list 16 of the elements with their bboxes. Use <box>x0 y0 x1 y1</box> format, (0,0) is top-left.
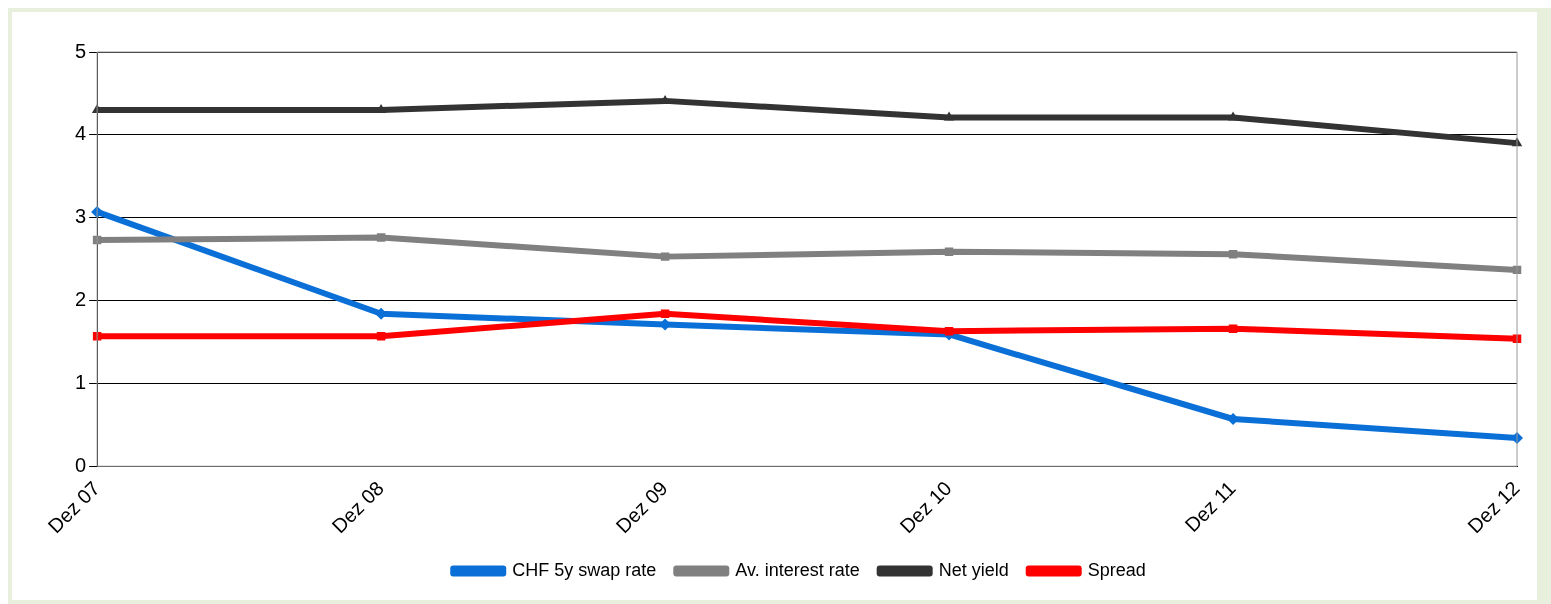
y-tick-label: 3 <box>75 205 87 228</box>
y-tick-label: 0 <box>75 453 87 476</box>
y-tick-label: 4 <box>75 122 87 145</box>
legend-label: Spread <box>1087 559 1146 580</box>
y-tick-label: 1 <box>75 370 87 393</box>
legend-label: Av. interest rate <box>735 559 860 580</box>
legend-label: CHF 5y swap rate <box>512 559 657 580</box>
x-tick-label: Dez 08 <box>327 476 388 538</box>
x-tick-label: Dez 12 <box>1463 476 1524 538</box>
legend-label: Net yield <box>938 559 1009 580</box>
x-tick-label: Dez 11 <box>1180 476 1240 537</box>
x-tick-label: Dez 10 <box>895 476 956 538</box>
x-tick-label: Dez 09 <box>611 476 672 538</box>
y-tick-label: 2 <box>75 288 87 311</box>
y-tick-label: 5 <box>75 39 87 62</box>
x-tick-label: Dez 07 <box>43 476 104 538</box>
